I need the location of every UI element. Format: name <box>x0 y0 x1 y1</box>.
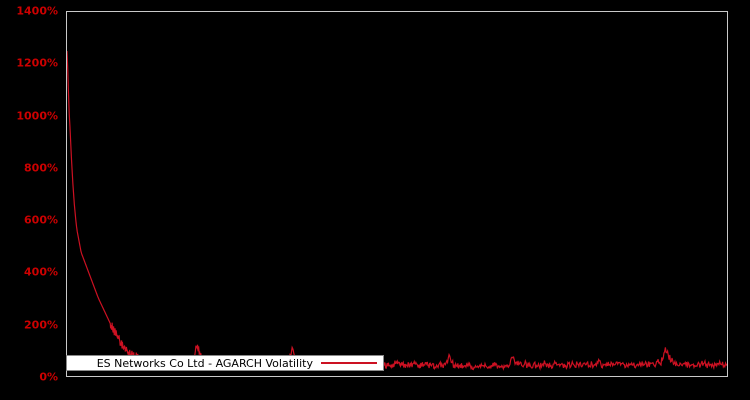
legend: ES Networks Co Ltd - AGARCH Volatility <box>66 355 384 371</box>
legend-label: ES Networks Co Ltd - AGARCH Volatility <box>96 356 313 370</box>
legend-line-swatch <box>321 362 377 364</box>
series-line-agarch-volatility <box>67 12 727 376</box>
y-axis-tick-label: 0% <box>39 370 58 384</box>
y-axis-tick-label: 800% <box>24 161 58 175</box>
plot-area <box>66 11 728 377</box>
y-axis-tick-label: 1200% <box>16 56 58 70</box>
y-axis-tick-label: 1400% <box>16 4 58 18</box>
y-axis-tick-label: 1000% <box>16 109 58 123</box>
series-polyline <box>67 51 727 370</box>
y-axis-tick-label: 200% <box>24 318 58 332</box>
y-axis-tick-label: 400% <box>24 265 58 279</box>
y-axis: 0% 200% 400% 600% 800% 1000% 1200% 1400% <box>0 0 62 400</box>
y-axis-tick-label: 600% <box>24 213 58 227</box>
